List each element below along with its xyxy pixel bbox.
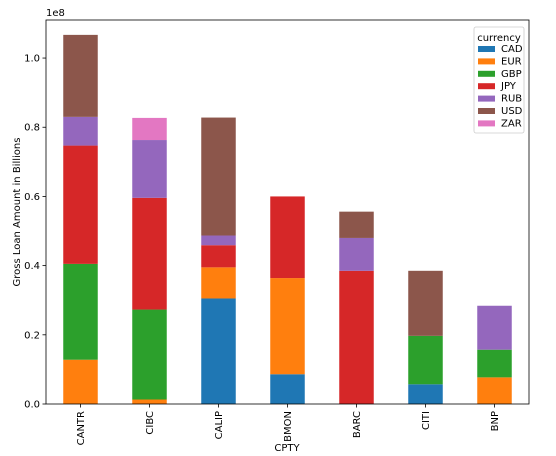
bar-bmon-cad	[270, 374, 305, 404]
bar-calip-usd	[201, 117, 236, 236]
bar-cibc-eur	[132, 399, 167, 404]
x-tick-label: BARC	[352, 411, 363, 438]
x-tick-label: BNP	[490, 411, 501, 431]
legend-label-cad: CAD	[501, 44, 523, 55]
legend-swatch-rub	[478, 95, 495, 102]
y-tick-label: 0.0	[24, 400, 40, 411]
bar-calip-eur	[201, 267, 236, 299]
bar-calip-rub	[201, 235, 236, 246]
bar-cibc-zar	[132, 117, 167, 141]
y-tick-label: 0.8	[24, 123, 40, 134]
bar-barc-rub	[339, 237, 374, 271]
plot-frame	[45, 19, 530, 405]
x-axis-title: CPTY	[274, 443, 300, 454]
y-scale-label: 1e8	[46, 8, 65, 19]
legend-label-gbp: GBP	[501, 69, 522, 80]
bar-citi-cad	[408, 384, 443, 404]
bar-barc-jpy	[339, 270, 374, 404]
legend-label-jpy: JPY	[500, 81, 517, 92]
bar-bmon-jpy	[270, 196, 305, 279]
bar-cantr-eur	[63, 359, 98, 404]
bar-cantr-rub	[63, 116, 98, 146]
legend-label-eur: EUR	[501, 56, 522, 67]
y-tick-label: 1.0	[24, 54, 40, 65]
x-tick-label: CIBC	[145, 411, 156, 435]
legend-swatch-gbp	[478, 70, 495, 77]
bar-citi-usd	[408, 270, 443, 336]
legend-swatch-usd	[478, 108, 495, 114]
bar-cibc-jpy	[132, 197, 167, 310]
legend-label-usd: USD	[501, 106, 523, 117]
x-axis-ticks: CANTR CIBC CALIP BMON BARC CITI BNP	[76, 404, 501, 445]
y-tick-label: 0.6	[24, 192, 40, 203]
bar-barc-usd	[339, 211, 374, 238]
bar-cibc-gbp	[132, 309, 167, 400]
legend-swatch-eur	[478, 58, 495, 65]
x-tick-label: CALIP	[214, 411, 225, 439]
x-tick-label: BMON	[283, 411, 294, 442]
bars-layer	[63, 34, 512, 404]
legend-frame	[473, 26, 525, 134]
bar-calip-jpy	[201, 245, 236, 268]
bar-citi-gbp	[408, 335, 443, 385]
bar-cantr-jpy	[63, 145, 98, 264]
legend-label-zar: ZAR	[501, 118, 522, 129]
legend-swatch-zar	[478, 120, 495, 127]
bar-bnp-eur	[477, 377, 512, 404]
bar-cantr-gbp	[63, 263, 98, 360]
bar-calip-cad	[201, 298, 236, 404]
legend-swatch-jpy	[478, 83, 495, 90]
y-tick-label: 0.2	[24, 330, 40, 341]
y-axis-title: Gross Loan Amount in Billions	[12, 138, 23, 287]
legend-title: currency	[477, 33, 521, 44]
bar-bnp-rub	[477, 305, 512, 350]
legend-label-rub: RUB	[501, 94, 522, 105]
bar-cantr-usd	[63, 34, 98, 117]
legend-swatch-cad	[478, 46, 495, 52]
bar-cibc-rub	[132, 140, 167, 198]
y-axis-ticks: 0.0 0.2 0.4 0.6 0.8 1.0	[24, 54, 46, 411]
x-tick-label: CITI	[421, 411, 432, 430]
bar-bmon-eur	[270, 278, 305, 375]
x-tick-label: CANTR	[76, 411, 87, 445]
y-tick-label: 0.4	[24, 261, 40, 272]
bar-bnp-gbp	[477, 349, 512, 378]
